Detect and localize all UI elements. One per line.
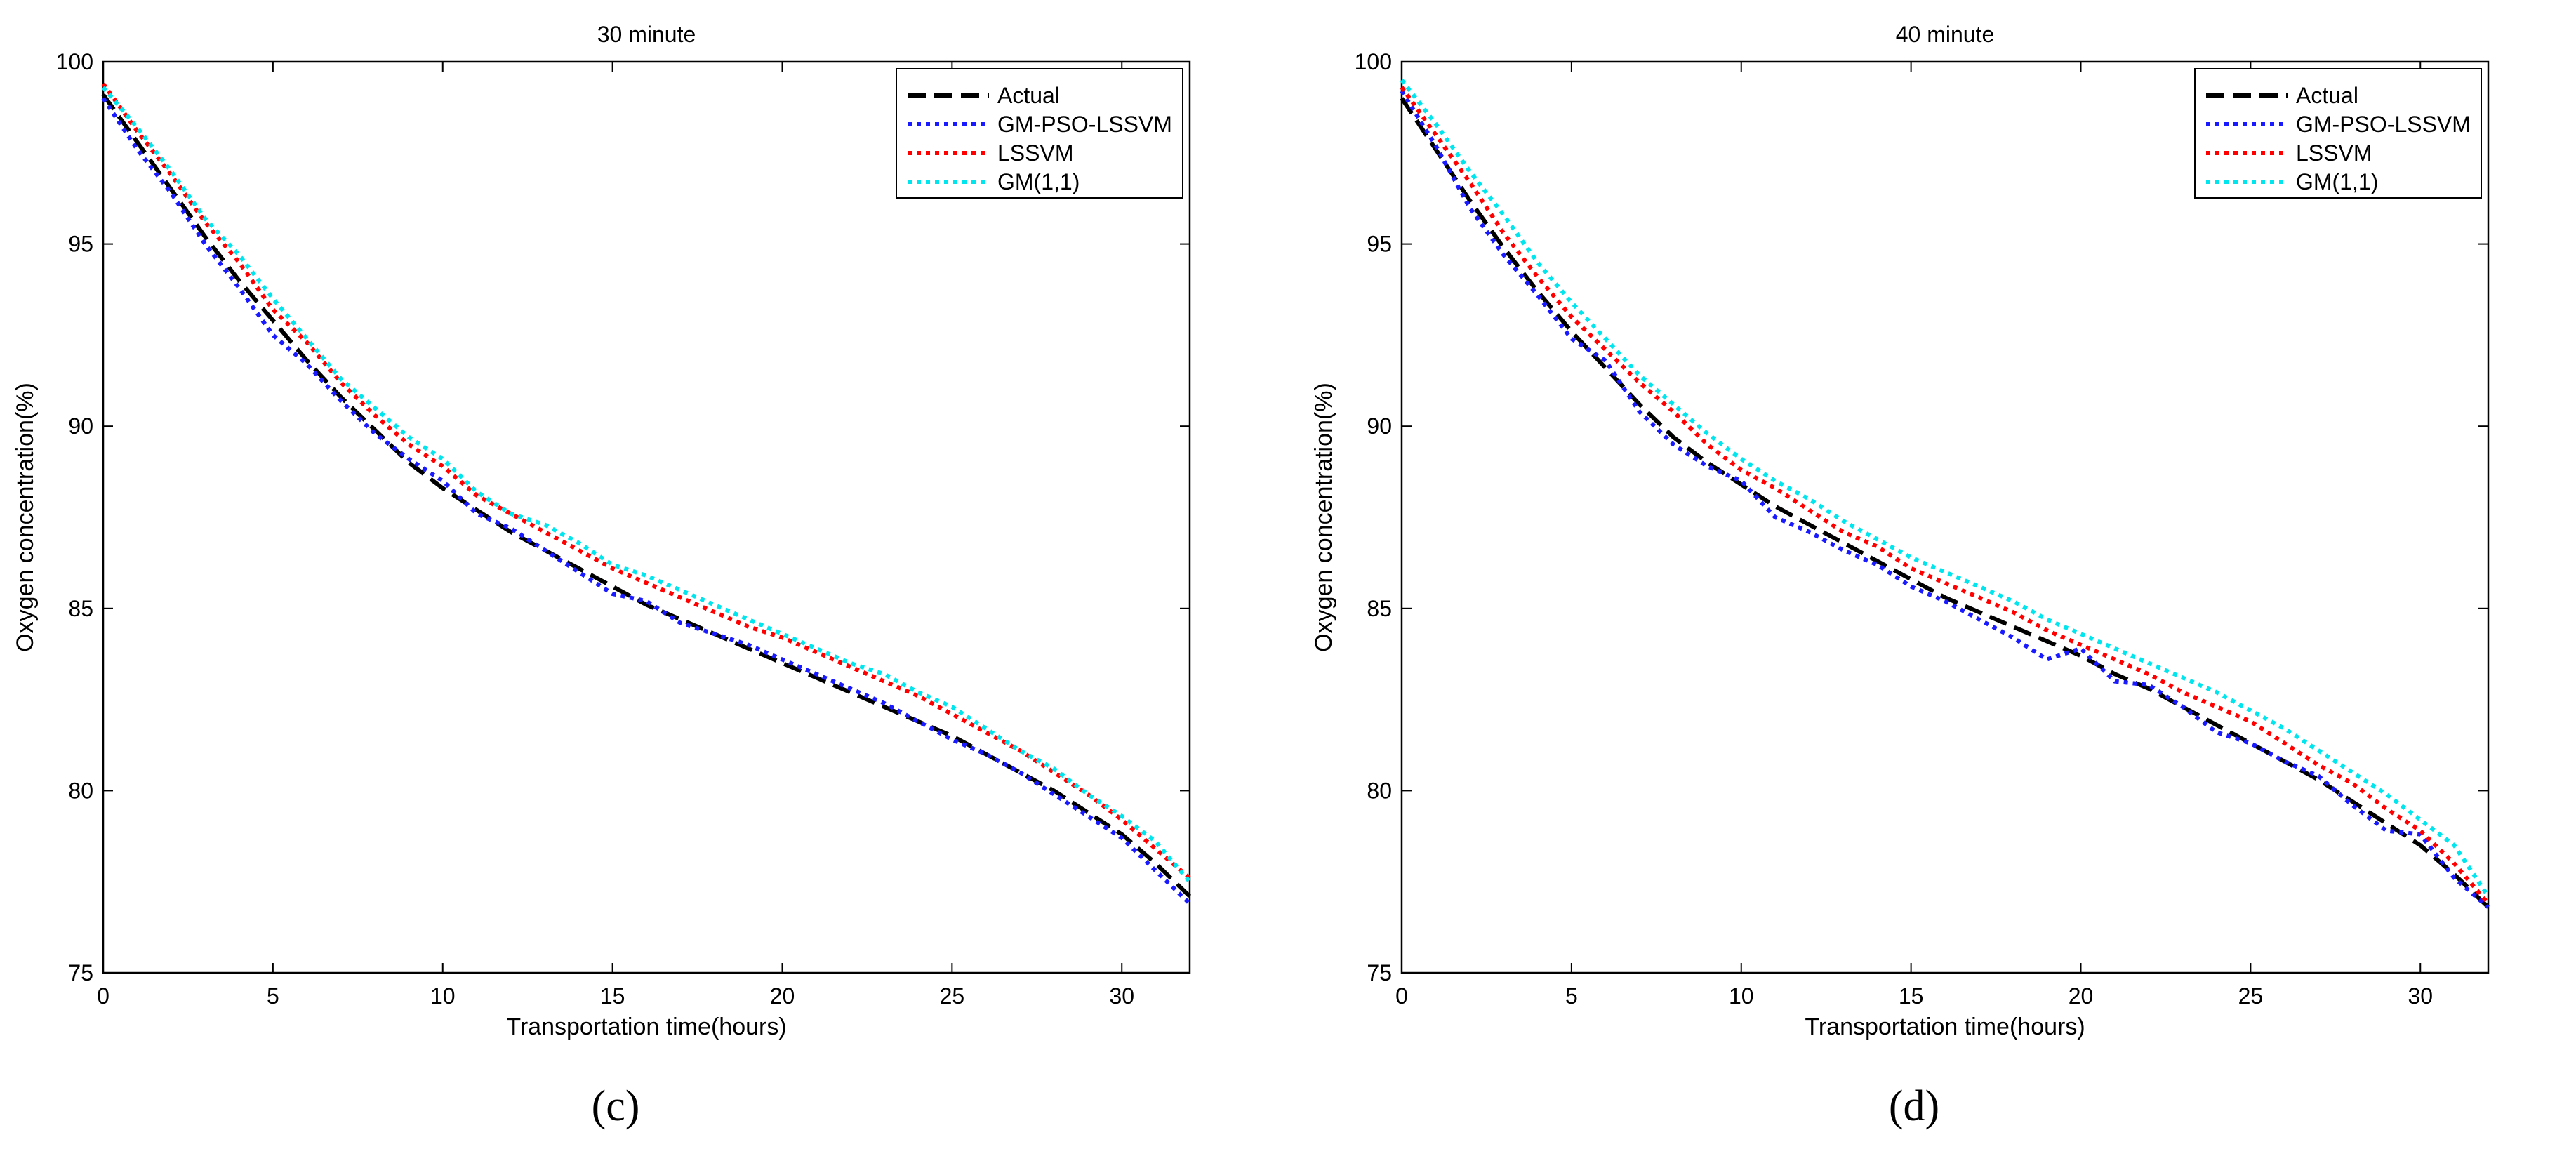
x-axis-label: Transportation time(hours) — [506, 1014, 786, 1040]
legend-entry-label: Actual — [997, 83, 1060, 108]
x-tick-label: 15 — [600, 983, 625, 1009]
series-line-lssvm — [1400, 86, 2490, 905]
legend-entry-label: GM-PSO-LSSVM — [2296, 112, 2471, 137]
legend-box — [2194, 68, 2482, 199]
y-tick-label: 80 — [68, 778, 93, 803]
x-tick-label: 25 — [2238, 983, 2264, 1009]
x-tick-label: 30 — [1109, 983, 1134, 1009]
legend-entry-label: LSSVM — [997, 140, 1073, 166]
legend-entry-label: GM-PSO-LSSVM — [997, 112, 1172, 137]
y-tick-label: 75 — [1367, 960, 1392, 985]
x-tick-label: 5 — [1565, 983, 1578, 1009]
x-tick-label: 10 — [1729, 983, 1754, 1009]
y-tick-label: 95 — [68, 232, 93, 257]
y-tick-label: 85 — [1367, 596, 1392, 621]
legend-entry-label: Actual — [2296, 83, 2358, 108]
series-line-lssvm — [101, 82, 1191, 880]
chart-title: 40 minute — [1896, 22, 1995, 47]
x-tick-label: 25 — [940, 983, 965, 1009]
x-tick-label: 20 — [2069, 983, 2094, 1009]
legend: Actual GM-PSO-LSSVM LSSVM GM(1,1) — [2194, 68, 2482, 199]
series-line-actual — [101, 93, 1192, 898]
y-tick-label: 100 — [1355, 49, 1392, 74]
x-tick-label: 30 — [2408, 983, 2433, 1009]
x-tick-label: 10 — [430, 983, 456, 1009]
x-axis-label: Transportation time(hours) — [1805, 1014, 2085, 1040]
panel-caption: (d) — [1889, 1082, 1939, 1130]
x-tick-label: 5 — [267, 983, 279, 1009]
panel-caption: (c) — [592, 1082, 640, 1130]
x-tick-label: 0 — [1395, 983, 1408, 1009]
legend-entry-label: GM(1,1) — [2296, 169, 2378, 194]
y-axis-label: Oxygen concentration(%) — [1310, 383, 1337, 652]
y-tick-label: 100 — [56, 49, 93, 74]
x-tick-label: 0 — [97, 983, 109, 1009]
legend-entry-label: LSSVM — [2296, 140, 2372, 166]
y-tick-label: 75 — [68, 960, 93, 985]
y-tick-label: 85 — [68, 596, 93, 621]
series-line-gm-pso-lssvm — [1400, 89, 2490, 909]
legend: Actual GM-PSO-LSSVM LSSVM GM(1,1) — [896, 68, 1183, 199]
x-tick-label: 15 — [1899, 983, 1924, 1009]
y-tick-label: 80 — [1367, 778, 1392, 803]
plot-frame — [1400, 60, 2490, 974]
chart-panel-c: 30 minute 0 5 10 15 20 25 30 75 80 85 90 95 100 Transp… — [12, 22, 1192, 1130]
series-line-gm-1-1 — [101, 86, 1192, 884]
y-tick-label: 95 — [1367, 232, 1392, 257]
y-axis-label: Oxygen concentration(%) — [12, 383, 39, 652]
y-tick-label: 90 — [68, 413, 93, 439]
legend-box — [896, 68, 1183, 199]
y-tick-label: 90 — [1367, 413, 1392, 439]
chart-title: 30 minute — [597, 22, 696, 47]
plot-frame — [102, 60, 1191, 974]
legend-entry-label: GM(1,1) — [997, 169, 1080, 194]
x-tick-label: 20 — [770, 983, 795, 1009]
chart-panel-d: 40 minute 0 5 10 15 20 25 30 75 80 85 90 95 100 Transp… — [1310, 22, 2490, 1130]
